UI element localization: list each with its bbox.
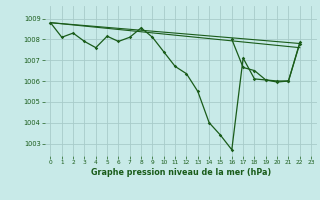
X-axis label: Graphe pression niveau de la mer (hPa): Graphe pression niveau de la mer (hPa) (91, 168, 271, 177)
